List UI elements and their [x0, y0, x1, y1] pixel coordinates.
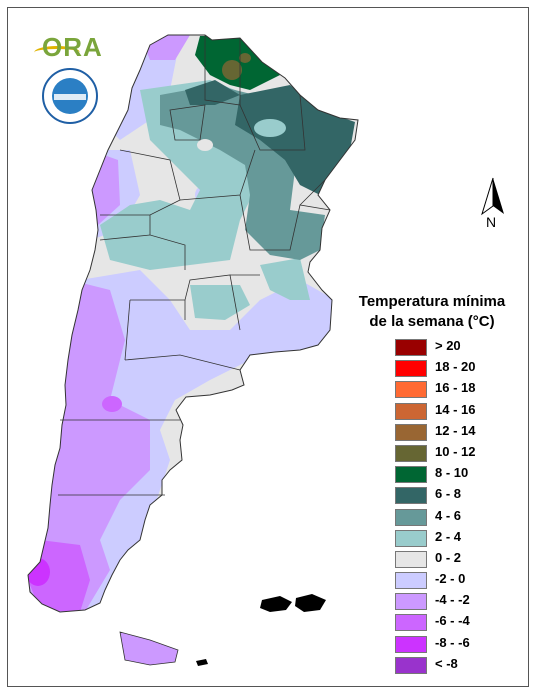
legend-swatch [395, 656, 427, 674]
legend-swatch [395, 614, 427, 632]
legend-swatch [395, 508, 427, 526]
legend-swatch [395, 529, 427, 547]
legend-swatch [395, 550, 427, 568]
legend-label: 10 - 12 [435, 443, 476, 459]
legend-swatch [395, 466, 427, 484]
legend-title-line-2: de la semana (°C) [369, 313, 495, 330]
legend-label: -4 - -2 [435, 592, 470, 608]
legend-label: 8 - 10 [435, 465, 469, 481]
legend-swatch [395, 572, 427, 590]
legend-label: 6 - 8 [435, 486, 462, 502]
legend-label: < -8 [435, 655, 458, 671]
ora-logo-swoosh [34, 46, 80, 59]
legend-label: 12 - 14 [435, 422, 476, 438]
legend-label: 2 - 4 [435, 528, 462, 544]
legend-swatch [395, 381, 427, 399]
seal-band [54, 94, 86, 100]
legend-label: 14 - 16 [435, 401, 476, 417]
legend-label: 18 - 20 [435, 359, 476, 375]
country-outline [27, 34, 359, 613]
tierra-del-fuego [119, 631, 179, 666]
legend-label: -6 - -4 [435, 613, 470, 629]
legend-title-line-1: Temperatura mínima [358, 293, 506, 310]
legend-title: Temperatura mínima de la semana (°C) [342, 292, 522, 332]
legend-swatch [395, 487, 427, 505]
legend-swatch [395, 593, 427, 611]
malvinas-islands [260, 594, 326, 612]
legend-label: -2 - 0 [435, 571, 466, 587]
smn-seal-logo [42, 68, 98, 124]
legend-label: > 20 [435, 338, 461, 353]
legend-label: 4 - 6 [435, 507, 462, 523]
legend-label: 16 - 18 [435, 380, 476, 396]
province-borders [58, 35, 331, 496]
north-arrow: N [476, 176, 510, 234]
legend-swatch [395, 360, 427, 378]
legend-label: 0 - 2 [435, 549, 462, 565]
legend-swatch [395, 423, 427, 441]
legend-swatch [395, 339, 427, 356]
legend-swatch [395, 402, 427, 420]
isla-de-los-estados [196, 659, 208, 666]
ora-logo: ORA [34, 30, 106, 62]
legend-label: -8 - -6 [435, 634, 470, 650]
north-label: N [486, 214, 497, 230]
north-arrow-icon [481, 177, 504, 216]
ora-logo-text: ORA [42, 32, 103, 62]
legend-swatch [395, 635, 427, 653]
legend-swatch [395, 444, 427, 462]
